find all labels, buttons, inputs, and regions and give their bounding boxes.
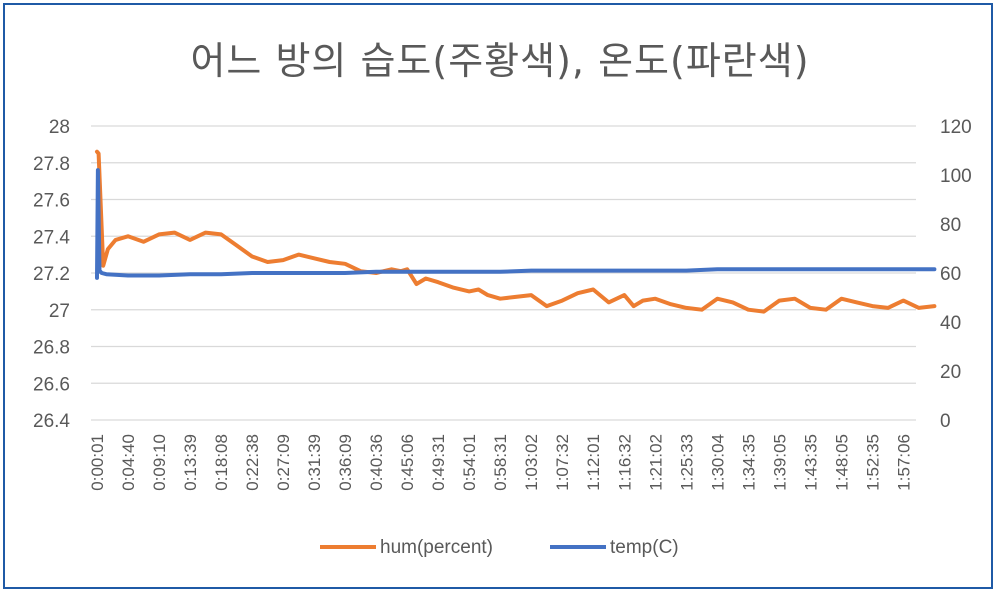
x-tick-label: 1:03:02 xyxy=(522,434,541,491)
x-tick-label: 0:09:10 xyxy=(150,434,169,491)
x-tick-label: 0:45:06 xyxy=(398,434,417,491)
x-tick-label: 0:36:09 xyxy=(336,434,355,491)
y-right-tick-label: 80 xyxy=(940,215,961,236)
x-tick-label: 0:04:40 xyxy=(119,434,138,491)
x-tick-label: 1:57:06 xyxy=(894,434,913,491)
x-tick-label: 0:40:36 xyxy=(367,434,386,491)
y-right-tick-label: 0 xyxy=(940,411,951,432)
x-tick-label: 0:54:01 xyxy=(460,434,479,491)
x-tick-label: 1:39:05 xyxy=(770,434,789,491)
y-left-tick-label: 27.8 xyxy=(33,154,70,175)
x-tick-label: 1:21:02 xyxy=(646,434,665,491)
y-left-tick-label: 27.6 xyxy=(33,191,70,212)
x-tick-label: 0:00:01 xyxy=(88,434,107,491)
y-left-tick-label: 27 xyxy=(49,301,70,322)
x-tick-label: 1:12:01 xyxy=(584,434,603,491)
x-tick-label: 0:31:39 xyxy=(305,434,324,491)
x-tick-label: 1:07:32 xyxy=(553,434,572,491)
x-tick-label: 0:13:39 xyxy=(181,434,200,491)
x-tick-label: 0:27:09 xyxy=(274,434,293,491)
y-left-tick-label: 27.4 xyxy=(33,227,70,248)
x-tick-label: 1:16:32 xyxy=(615,434,634,491)
x-tick-label: 1:48:05 xyxy=(832,434,851,491)
x-tick-label: 1:52:35 xyxy=(863,434,882,491)
series-line-tempc xyxy=(95,168,937,280)
x-tick-label: 1:30:04 xyxy=(708,434,727,491)
y-left-tick-label: 26.6 xyxy=(33,374,70,395)
x-tick-label: 0:22:38 xyxy=(243,434,262,491)
x-tick-label: 1:25:33 xyxy=(677,434,696,491)
y-right-tick-label: 40 xyxy=(940,313,961,334)
x-tick-label: 0:58:31 xyxy=(491,434,510,491)
legend-label: hum(percent) xyxy=(380,537,493,558)
series-line-humpercent xyxy=(95,149,937,314)
legend-label: temp(C) xyxy=(610,537,679,558)
y-left-tick-label: 26.8 xyxy=(33,338,70,359)
y-right-tick-label: 60 xyxy=(940,264,961,285)
x-tick-label: 0:18:08 xyxy=(212,434,231,491)
y-left-tick-label: 26.4 xyxy=(33,411,70,432)
y-right-tick-label: 100 xyxy=(940,166,972,187)
x-tick-label: 1:43:35 xyxy=(801,434,820,491)
y-left-tick-label: 28 xyxy=(49,117,70,138)
x-tick-label: 1:34:35 xyxy=(739,434,758,491)
chart-title: 어느 방의 습도(주황색), 온도(파란색) xyxy=(190,39,810,83)
y-right-tick-label: 120 xyxy=(940,117,972,138)
y-left-tick-label: 27.2 xyxy=(33,264,70,285)
y-right-tick-label: 20 xyxy=(940,362,961,383)
x-tick-label: 0:49:31 xyxy=(429,434,448,491)
